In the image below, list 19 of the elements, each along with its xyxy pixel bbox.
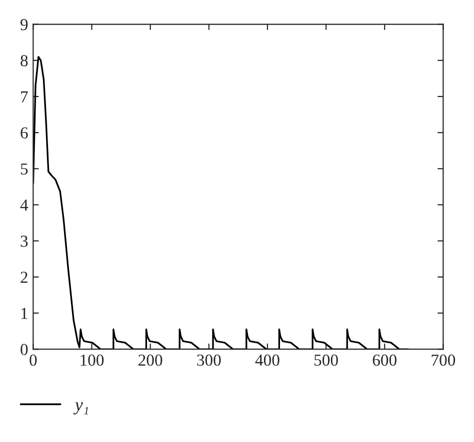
y-tick-label: 0 (20, 344, 28, 356)
x-tick-label: 100 (80, 354, 104, 366)
x-tick-label: 400 (255, 354, 280, 366)
x-tick-label: 0 (30, 354, 37, 366)
x-tick-label: 200 (138, 354, 162, 366)
x-tick-label: 700 (432, 354, 456, 366)
y-tick-label: 7 (21, 91, 28, 102)
y-tick-label: 6 (20, 127, 28, 139)
y-tick-label: 1 (21, 308, 28, 319)
x-tick-label: 600 (372, 354, 396, 366)
y-tick-label: 9 (20, 19, 28, 30)
x-tick-label: 500 (314, 354, 338, 366)
x-tick-label: 300 (197, 354, 221, 366)
y-tick-label: 2 (20, 272, 28, 283)
legend-label: y₁ (73, 402, 88, 414)
y-tick-label: 3 (20, 236, 28, 247)
y-tick-label: 5 (20, 164, 28, 175)
y-tick-label: 4 (20, 200, 28, 211)
y-tick-label: 8 (20, 55, 28, 66)
